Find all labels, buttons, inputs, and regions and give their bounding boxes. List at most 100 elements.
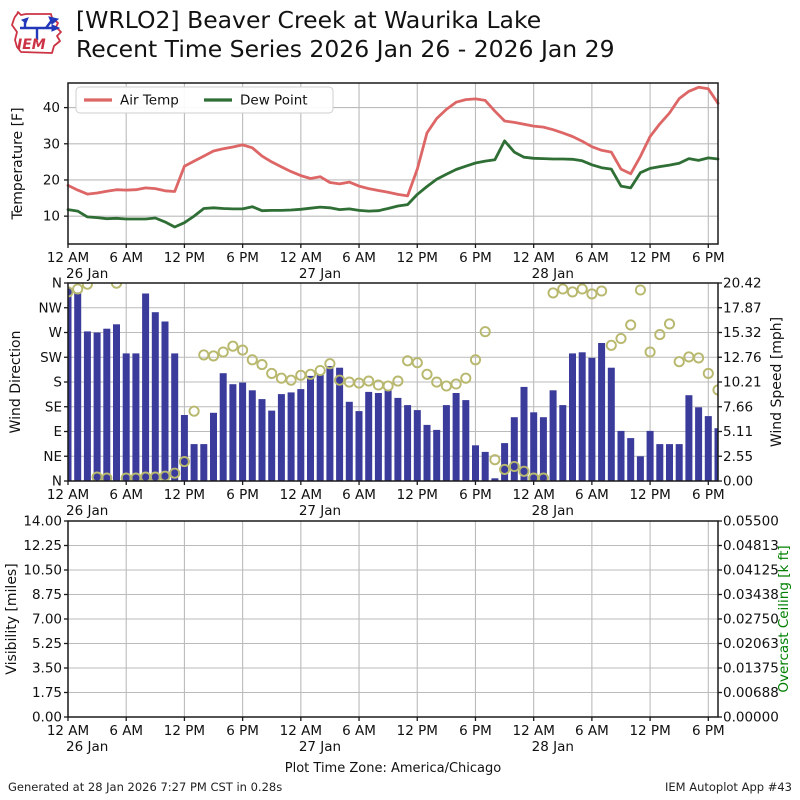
svg-text:0.04813: 0.04813 (723, 538, 779, 554)
svg-text:Wind Direction: Wind Direction (8, 331, 24, 434)
svg-text:6 PM: 6 PM (692, 250, 725, 266)
svg-text:0.04125: 0.04125 (723, 563, 779, 579)
svg-text:N: N (52, 276, 62, 292)
svg-text:12 AM: 12 AM (512, 250, 554, 266)
svg-text:SW: SW (40, 350, 62, 366)
wind-speed-markers (68, 283, 718, 481)
svg-text:6 AM: 6 AM (109, 250, 143, 266)
svg-text:30: 30 (43, 136, 60, 152)
svg-text:6 PM: 6 PM (459, 487, 492, 503)
svg-text:12 PM: 12 PM (164, 487, 205, 503)
svg-text:20: 20 (43, 172, 60, 188)
page-title: [WRLO2] Beaver Creek at Waurika Lake Rec… (76, 6, 786, 64)
svg-text:W: W (49, 325, 62, 341)
svg-text:10: 10 (43, 209, 60, 225)
timezone-label: Plot Time Zone: America/Chicago (284, 761, 502, 776)
series-dew-point (66, 139, 720, 229)
svg-text:6 PM: 6 PM (692, 723, 725, 739)
svg-text:6 AM: 6 AM (575, 487, 609, 503)
page-title-line1: [WRLO2] Beaver Creek at Waurika Lake (76, 6, 542, 34)
weather-vane-icon (20, 16, 61, 40)
iem-logo: IEM (11, 11, 62, 54)
svg-text:6 AM: 6 AM (575, 723, 609, 739)
svg-text:27 Jan: 27 Jan (299, 503, 341, 519)
svg-text:27 Jan: 27 Jan (299, 266, 341, 282)
svg-text:12 PM: 12 PM (629, 723, 670, 739)
logo-text: IEM (17, 37, 46, 53)
chart-area: 12 AM 6 AM 12 PM 6 PM 12 AM 6 AM 12 PM 6 PM 12 A… (0, 78, 800, 760)
svg-text:6 PM: 6 PM (226, 250, 259, 266)
svg-text:26 Jan: 26 Jan (66, 503, 108, 519)
svg-text:12 AM: 12 AM (512, 487, 554, 503)
svg-text:20.42: 20.42 (723, 276, 762, 292)
svg-text:12 PM: 12 PM (629, 487, 670, 503)
visibility-panel: 12 AM 6 AM 12 PM 6 PM 12 AM 6 AM 12 PM 6 PM 12 A… (4, 514, 792, 756)
svg-text:12 AM: 12 AM (512, 723, 554, 739)
svg-text:14.00: 14.00 (23, 514, 62, 530)
svg-text:12 AM: 12 AM (47, 723, 89, 739)
legend: Air Temp Dew Point (75, 86, 334, 114)
svg-text:6 PM: 6 PM (459, 250, 492, 266)
svg-text:Air Temp: Air Temp (120, 93, 179, 109)
svg-text:12.76: 12.76 (723, 350, 762, 366)
svg-text:6 PM: 6 PM (226, 723, 259, 739)
svg-text:10.21: 10.21 (723, 375, 762, 391)
svg-text:NE: NE (43, 449, 62, 465)
wind-direction-bars (68, 288, 718, 481)
svg-text:0.03438: 0.03438 (723, 587, 779, 603)
svg-text:27 Jan: 27 Jan (299, 739, 341, 755)
svg-text:Temperature [F]: Temperature [F] (10, 107, 26, 220)
svg-text:12 PM: 12 PM (397, 723, 438, 739)
svg-text:8.75: 8.75 (32, 587, 62, 603)
svg-text:28 Jan: 28 Jan (532, 503, 574, 519)
svg-text:26 Jan: 26 Jan (66, 739, 108, 755)
svg-text:Visibility [miles]: Visibility [miles] (4, 563, 20, 674)
chart-canvas: 12 AM 6 AM 12 PM 6 PM 12 AM 6 AM 12 PM 6 PM 12 A… (4, 82, 792, 756)
svg-text:6 PM: 6 PM (226, 487, 259, 503)
svg-text:10.50: 10.50 (23, 563, 62, 579)
svg-text:6 AM: 6 AM (109, 723, 143, 739)
series-air-temp (66, 85, 720, 198)
svg-text:12 AM: 12 AM (280, 250, 322, 266)
svg-text:1.75: 1.75 (32, 685, 62, 701)
svg-text:26 Jan: 26 Jan (66, 266, 108, 282)
svg-text:Overcast Ceiling [k ft]: Overcast Ceiling [k ft] (776, 545, 792, 692)
svg-text:5.11: 5.11 (723, 424, 753, 440)
svg-text:0.02063: 0.02063 (723, 636, 779, 652)
svg-text:7.66: 7.66 (723, 399, 753, 415)
header: IEM [WRLO2] Beaver Creek at Waurika Lake… (0, 0, 800, 76)
svg-text:12 AM: 12 AM (280, 723, 322, 739)
svg-text:12 AM: 12 AM (47, 250, 89, 266)
footer-generated: Generated at 28 Jan 2026 7:27 PM CST in … (8, 780, 283, 794)
svg-text:40: 40 (43, 100, 60, 116)
footer-app-label: IEM Autoplot App #43 (664, 780, 792, 794)
temperature-panel: 12 AM 6 AM 12 PM 6 PM 12 AM 6 AM 12 PM 6 PM 12 A… (10, 82, 725, 282)
svg-text:6 AM: 6 AM (342, 723, 376, 739)
svg-text:28 Jan: 28 Jan (532, 739, 574, 755)
svg-text:15.32: 15.32 (723, 325, 762, 341)
svg-text:17.87: 17.87 (723, 300, 762, 316)
svg-text:0.00: 0.00 (723, 474, 753, 490)
svg-text:12 PM: 12 PM (397, 250, 438, 266)
svg-text:6 AM: 6 AM (342, 487, 376, 503)
wind-panel: 12 AM 6 AM 12 PM 6 PM 12 AM 6 AM 12 PM 6 PM 12 A… (8, 276, 785, 520)
svg-text:12 AM: 12 AM (280, 487, 322, 503)
svg-text:6 PM: 6 PM (459, 723, 492, 739)
page-title-line2: Recent Time Series 2026 Jan 26 - 2026 Ja… (76, 35, 615, 63)
svg-text:7.00: 7.00 (32, 612, 62, 628)
svg-text:0.05500: 0.05500 (723, 514, 779, 530)
svg-text:Wind Speed [mph]: Wind Speed [mph] (769, 317, 785, 447)
svg-text:2.55: 2.55 (723, 449, 753, 465)
svg-text:6 AM: 6 AM (342, 250, 376, 266)
svg-text:12.25: 12.25 (23, 538, 62, 554)
svg-text:12 PM: 12 PM (164, 250, 205, 266)
svg-text:SE: SE (45, 399, 62, 415)
svg-text:3.50: 3.50 (32, 661, 62, 677)
svg-text:E: E (53, 424, 62, 440)
svg-text:12 PM: 12 PM (629, 250, 670, 266)
svg-text:12 AM: 12 AM (47, 487, 89, 503)
svg-text:5.25: 5.25 (32, 636, 62, 652)
svg-text:12 PM: 12 PM (164, 723, 205, 739)
svg-text:0.00688: 0.00688 (723, 685, 779, 701)
